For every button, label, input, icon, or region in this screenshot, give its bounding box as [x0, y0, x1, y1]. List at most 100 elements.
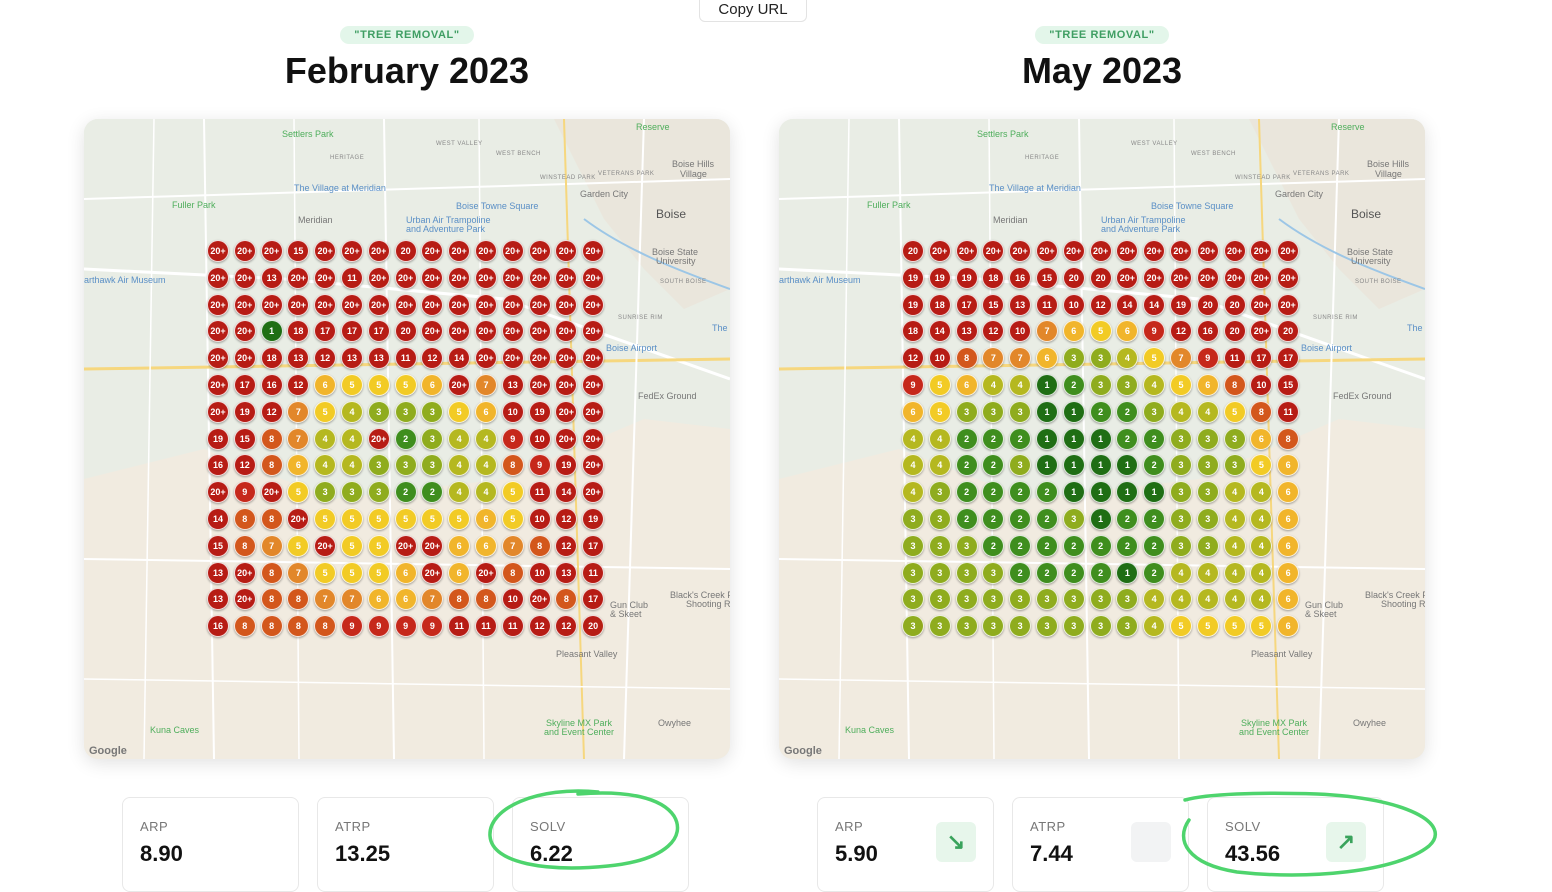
grid-point[interactable]: 5	[367, 508, 390, 530]
grid-point[interactable]: 20+	[555, 347, 578, 370]
grid-point[interactable]: 20+	[421, 320, 444, 343]
grid-point[interactable]: 4	[314, 427, 337, 450]
grid-point[interactable]: 1	[1036, 400, 1058, 423]
grid-point[interactable]: 20	[1196, 293, 1219, 316]
grid-point[interactable]: 20+	[207, 320, 229, 343]
grid-point[interactable]: 20+	[1277, 240, 1300, 262]
grid-point[interactable]: 20+	[233, 320, 256, 343]
grid-point[interactable]: 17	[233, 374, 256, 396]
grid-point[interactable]: 20+	[501, 293, 524, 316]
grid-point[interactable]: 20+	[555, 266, 578, 289]
grid-point[interactable]: 2	[1036, 481, 1058, 504]
grid-point[interactable]: 8	[314, 615, 337, 638]
grid-point[interactable]: 20+	[1143, 240, 1166, 262]
grid-point[interactable]: 12	[902, 347, 924, 370]
grid-point[interactable]: 17	[582, 588, 605, 611]
grid-point[interactable]: 7	[1036, 320, 1058, 343]
grid-point[interactable]: 5	[314, 561, 337, 584]
grid-point[interactable]: 8	[1223, 374, 1246, 396]
grid-point[interactable]: 3	[341, 481, 363, 504]
grid-point[interactable]: 8	[260, 615, 283, 638]
grid-point[interactable]: 1	[1062, 400, 1085, 423]
grid-point[interactable]: 20	[1089, 266, 1112, 289]
grid-point[interactable]: 7	[421, 588, 444, 611]
grid-point[interactable]: 6	[475, 508, 497, 530]
grid-point[interactable]: 7	[341, 588, 363, 611]
grid-point[interactable]: 4	[341, 427, 363, 450]
grid-point[interactable]: 14	[1143, 293, 1166, 316]
grid-point[interactable]: 12	[314, 347, 337, 370]
grid-point[interactable]: 4	[448, 454, 471, 477]
grid-point[interactable]: 6	[1116, 320, 1139, 343]
grid-point[interactable]: 20+	[421, 561, 444, 584]
grid-point[interactable]: 3	[902, 534, 924, 557]
grid-point[interactable]: 10	[528, 508, 551, 530]
grid-point[interactable]: 5	[1223, 615, 1246, 638]
grid-point[interactable]: 6	[1277, 615, 1300, 638]
grid-point[interactable]: 20+	[555, 320, 578, 343]
grid-point[interactable]: 8	[287, 588, 310, 611]
grid-point[interactable]: 8	[475, 588, 497, 611]
grid-point[interactable]: 5	[287, 481, 310, 504]
grid-point[interactable]: 4	[475, 481, 497, 504]
grid-point[interactable]: 6	[902, 400, 924, 423]
grid-point[interactable]: 13	[207, 561, 229, 584]
grid-point[interactable]: 18	[287, 320, 310, 343]
grid-point[interactable]: 5	[394, 374, 417, 396]
grid-point[interactable]: 20+	[501, 266, 524, 289]
grid-point[interactable]: 11	[448, 615, 471, 638]
grid-point[interactable]: 5	[1170, 615, 1192, 638]
grid-point[interactable]: 3	[1089, 374, 1112, 396]
grid-point[interactable]: 8	[528, 534, 551, 557]
grid-point[interactable]: 6	[475, 400, 497, 423]
grid-point[interactable]: 20+	[207, 400, 229, 423]
grid-point[interactable]: 15	[982, 293, 1005, 316]
grid-point[interactable]: 20+	[955, 240, 978, 262]
grid-point[interactable]: 4	[928, 454, 951, 477]
grid-point[interactable]: 20+	[1250, 240, 1273, 262]
grid-point[interactable]: 1	[1036, 374, 1058, 396]
grid-point[interactable]: 7	[475, 374, 497, 396]
grid-point[interactable]: 2	[1089, 561, 1112, 584]
grid-point[interactable]: 4	[1223, 561, 1246, 584]
grid-point[interactable]: 9	[1143, 320, 1166, 343]
grid-point[interactable]: 20+	[501, 347, 524, 370]
grid-point[interactable]: 11	[501, 615, 524, 638]
grid-point[interactable]: 20+	[1196, 266, 1219, 289]
grid-point[interactable]: 3	[902, 588, 924, 611]
grid-point[interactable]: 16	[1196, 320, 1219, 343]
grid-point[interactable]: 11	[394, 347, 417, 370]
grid-point[interactable]: 20	[582, 615, 605, 638]
grid-point[interactable]: 1	[1143, 481, 1166, 504]
grid-point[interactable]: 4	[314, 454, 337, 477]
grid-point[interactable]: 16	[1009, 266, 1032, 289]
grid-point[interactable]: 2	[982, 481, 1005, 504]
grid-point[interactable]: 20+	[1277, 293, 1300, 316]
grid-point[interactable]: 20+	[233, 240, 256, 262]
grid-point[interactable]: 11	[475, 615, 497, 638]
grid-point[interactable]: 4	[1223, 481, 1246, 504]
grid-point[interactable]: 3	[1116, 615, 1139, 638]
grid-point[interactable]: 6	[1196, 374, 1219, 396]
grid-point[interactable]: 14	[207, 508, 229, 530]
grid-point[interactable]: 8	[1250, 400, 1273, 423]
grid-point[interactable]: 3	[1196, 534, 1219, 557]
grid-point[interactable]: 4	[1170, 400, 1192, 423]
grid-point[interactable]: 7	[314, 588, 337, 611]
grid-point[interactable]: 20+	[421, 534, 444, 557]
grid-point[interactable]: 19	[528, 400, 551, 423]
grid-point[interactable]: 2	[1062, 561, 1085, 584]
grid-point[interactable]: 6	[394, 588, 417, 611]
grid-point[interactable]: 16	[207, 454, 229, 477]
grid-point[interactable]: 12	[233, 454, 256, 477]
grid-point[interactable]: 12	[287, 374, 310, 396]
grid-point[interactable]: 3	[902, 561, 924, 584]
grid-point[interactable]: 2	[1009, 508, 1032, 530]
grid-point[interactable]: 6	[287, 454, 310, 477]
grid-point[interactable]: 1	[260, 320, 283, 343]
grid-point[interactable]: 3	[394, 400, 417, 423]
grid-point[interactable]: 6	[475, 534, 497, 557]
grid-point[interactable]: 3	[1009, 588, 1032, 611]
grid-point[interactable]: 20+	[475, 561, 497, 584]
grid-point[interactable]: 20+	[207, 347, 229, 370]
